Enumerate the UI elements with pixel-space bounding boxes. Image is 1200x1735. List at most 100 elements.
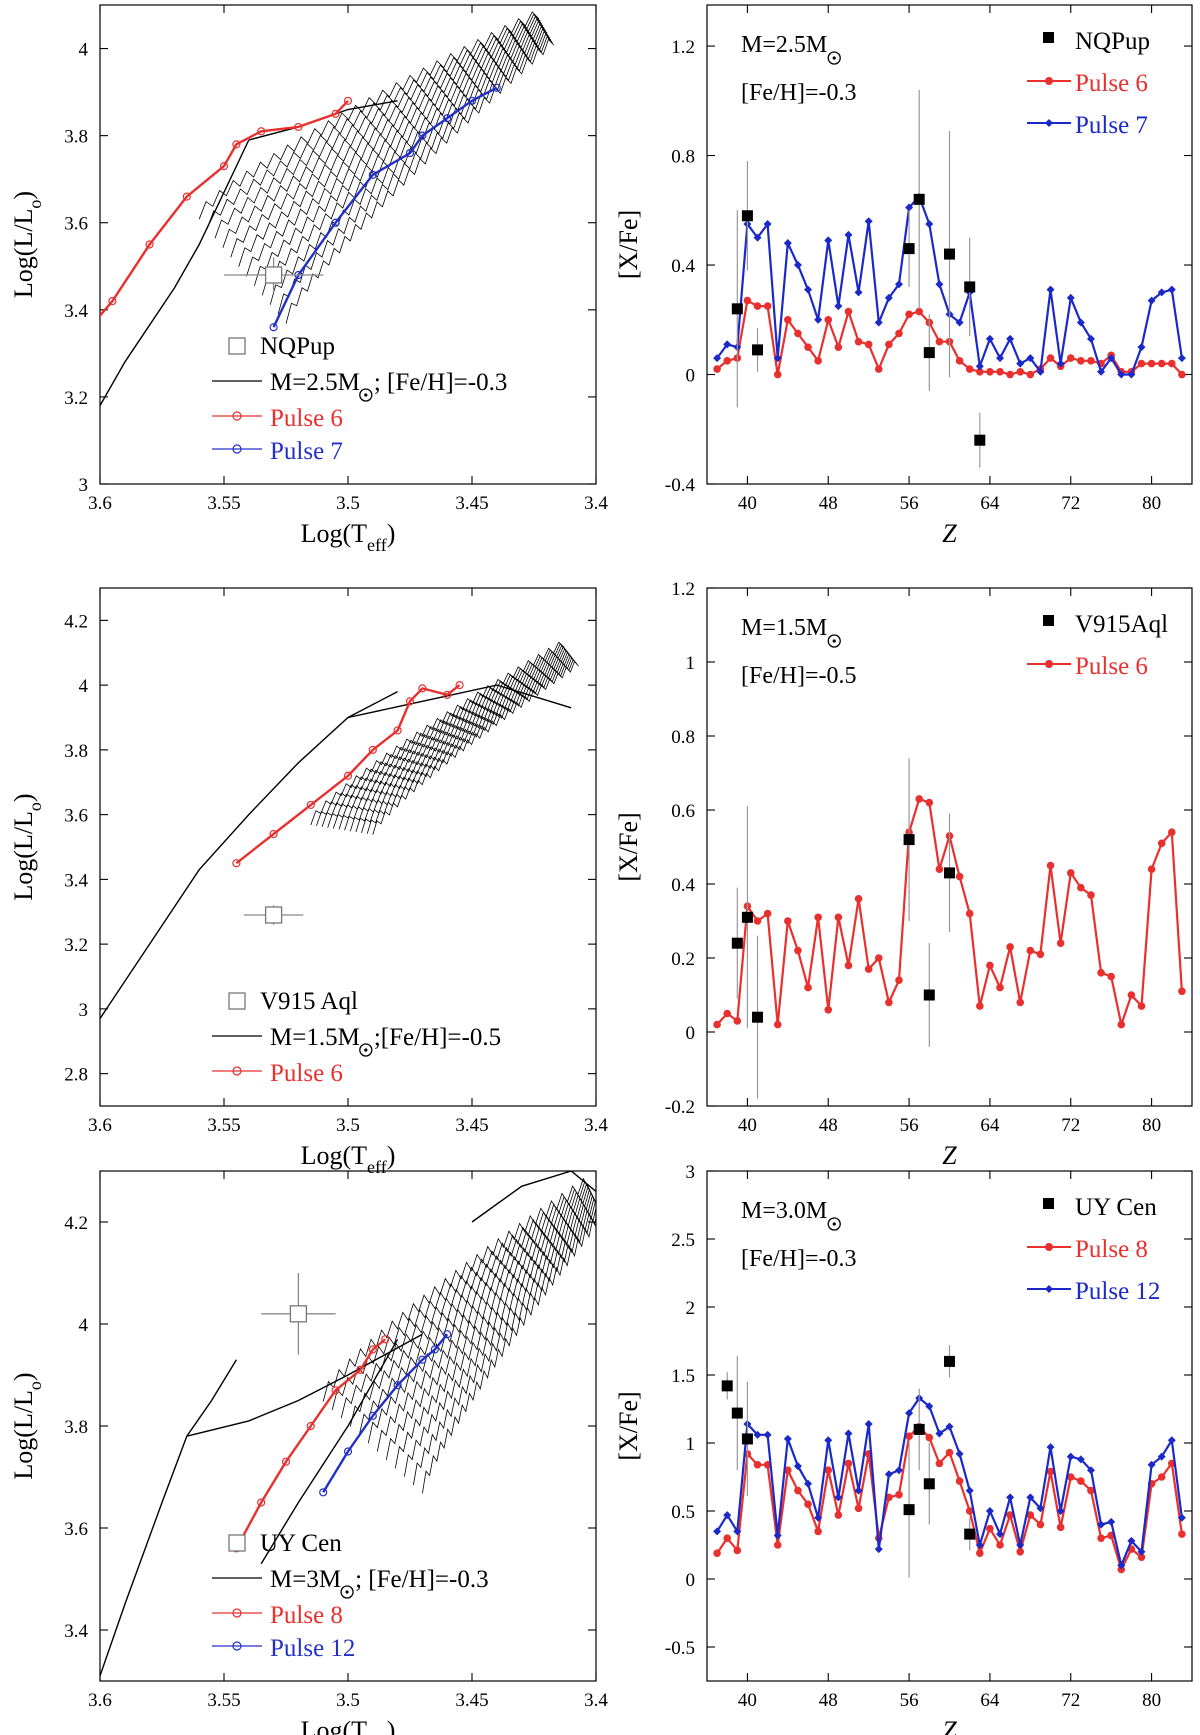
series-point <box>306 800 315 810</box>
model-track <box>394 1200 596 1469</box>
series-point <box>306 1421 315 1431</box>
series-point <box>418 1355 427 1364</box>
series-point <box>763 1430 772 1439</box>
y-tick-label: 0.4 <box>671 256 695 277</box>
series-point <box>723 357 732 365</box>
observed-abundances <box>731 89 986 468</box>
series-pulse-8 <box>713 1422 1186 1574</box>
model-track <box>404 1206 596 1477</box>
x-tick-label: 3.6 <box>88 493 112 514</box>
series-point <box>1026 946 1035 955</box>
legend-label-series: Pulse 8 <box>1075 1236 1148 1263</box>
series-line <box>235 684 461 865</box>
observed-star <box>224 257 324 293</box>
series-pulse-8 <box>232 1335 390 1553</box>
chart-abund-uycen: 40 48 56 64 72 80 -0.5 0 0.5 1 1.5 2 2.5 3 Z [X/Fe] M=3.… <box>614 1162 1193 1735</box>
series-point <box>1046 861 1055 870</box>
annotation-mass: M=3.0M <box>741 1198 827 1224</box>
series-point <box>281 1457 291 1466</box>
series-point <box>814 913 822 922</box>
x-tick-label: 3.55 <box>207 1690 240 1711</box>
series-point <box>935 1429 944 1438</box>
x-tick-label: 40 <box>738 1115 757 1136</box>
series-point <box>1137 343 1146 352</box>
chart-hr-nqpup: 3.6 3.55 3.5 3.45 3.4 3 3.2 3.4 3.6 3.8 4 Log(Teff)… <box>9 4 608 555</box>
series-point <box>1167 1436 1176 1445</box>
series-point <box>854 337 863 346</box>
series-point <box>894 280 903 289</box>
legend: V915Aql Pulse 6 <box>1027 611 1168 680</box>
evolution-track-1 <box>100 1359 237 1677</box>
legend-marker-point <box>1045 1243 1053 1251</box>
series-point <box>783 239 792 248</box>
observed-star <box>261 1273 336 1355</box>
series-point <box>996 1541 1004 1549</box>
legend-label-series: Pulse 12 <box>1075 1278 1160 1305</box>
series-point <box>182 192 191 201</box>
series-point <box>1147 359 1156 368</box>
legend: V915 Aql M=1.5M ;[Fe/H]=-0.5 Pulse 6 <box>212 988 501 1087</box>
series-point <box>1056 939 1065 947</box>
series-point <box>905 1409 914 1418</box>
series-pulse-12 <box>319 1330 452 1497</box>
series-point <box>763 219 772 228</box>
series-point <box>945 1448 954 1457</box>
series-point <box>743 296 752 305</box>
series-point <box>723 1009 732 1018</box>
series-point <box>864 340 873 349</box>
series-point <box>331 218 340 227</box>
x-tick-label: 64 <box>980 493 1000 514</box>
chart-abund-nqpup: 40 48 56 64 72 80 -0.4 0 0.4 0.8 1.2 Z [X/Fe] M=2.5M [… <box>614 4 1193 548</box>
series-point <box>343 1447 353 1456</box>
observed-point <box>923 347 935 359</box>
series-point <box>804 1479 813 1488</box>
observed-abundances <box>731 758 955 1099</box>
series-line <box>100 99 349 318</box>
series-point <box>733 1527 742 1536</box>
series-point <box>793 261 802 270</box>
series-point <box>232 859 241 868</box>
series-point <box>753 1460 762 1469</box>
series-point <box>975 1541 984 1549</box>
series-point <box>864 965 873 973</box>
series-point <box>1097 969 1105 977</box>
series-point <box>733 1017 742 1025</box>
series-point <box>895 329 903 338</box>
observed-point <box>923 1478 935 1490</box>
model-track <box>254 28 549 286</box>
model-track <box>214 16 542 239</box>
plot-area <box>100 1171 596 1677</box>
series-point <box>763 909 772 918</box>
series-point <box>834 343 843 351</box>
series-point <box>1177 354 1186 363</box>
series-point <box>1157 359 1166 368</box>
y-axis-title: [X/Fe] <box>614 812 643 881</box>
series-point <box>753 233 762 242</box>
annotation-mass: M=1.5M <box>741 615 827 641</box>
series-point <box>905 1432 913 1440</box>
observed-point <box>741 911 753 923</box>
model-track <box>344 651 573 831</box>
plot-area <box>100 641 579 1019</box>
series-point <box>965 1507 974 1515</box>
series-point <box>232 140 241 149</box>
series-point <box>935 865 944 873</box>
y-tick-label: 1.5 <box>671 1366 695 1387</box>
series-point <box>895 976 903 984</box>
model-track <box>358 1189 595 1435</box>
series-line <box>235 1338 386 1549</box>
y-tick-label: 3.2 <box>64 935 88 956</box>
y-tick-label: 3 <box>79 475 89 496</box>
series-point <box>885 340 893 349</box>
model-annotation: M=2.5M [Fe/H]=-0.3 <box>741 32 857 106</box>
series-point <box>368 1411 377 1420</box>
series-point <box>455 681 464 690</box>
y-tick-label: 4 <box>79 1315 89 1336</box>
y-tick-label: 4.2 <box>64 1213 88 1234</box>
chart-abund-v915aql: 40 48 56 64 72 80 -0.2 0 0.2 0.4 0.6 0.8 1 1.2 Z [X/Fe]… <box>614 579 1193 1170</box>
series-point <box>1016 359 1025 368</box>
legend-marker-observed <box>1043 32 1054 43</box>
model-track <box>338 650 571 830</box>
series-point <box>1086 1466 1095 1475</box>
legend-label-model-mass: M=2.5M <box>270 369 360 396</box>
